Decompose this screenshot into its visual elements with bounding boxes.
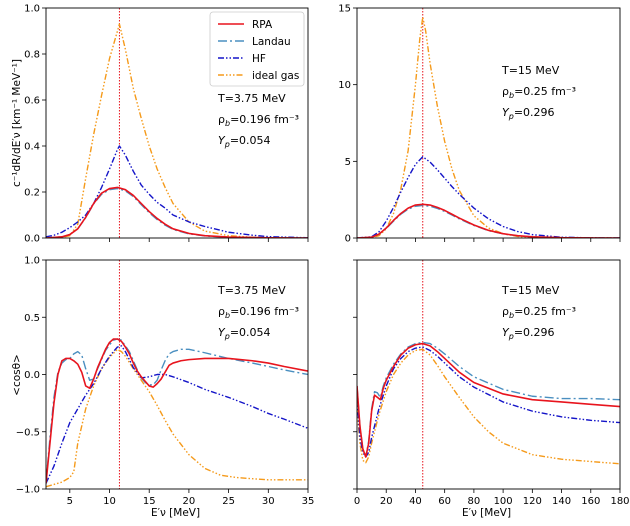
legend-label-hf: HF xyxy=(252,53,266,65)
annotation-line: T=3.75 MeV xyxy=(217,284,286,297)
panel-p11: 0 20 40 60 80 100 120 140 160 180 T=15 MeV ρb=0.25 … xyxy=(353,259,630,507)
annotation-line: ρb=0.25 fm⁻³ xyxy=(502,85,576,100)
series-hf xyxy=(46,145,308,238)
annotation-line: T=3.75 MeV xyxy=(217,92,286,105)
series-hf xyxy=(357,156,620,238)
x-tick-label: 160 xyxy=(581,496,600,507)
series-ideal-gas xyxy=(46,348,308,488)
x-tick-label: 20 xyxy=(380,496,393,507)
panel-p00: 0.0 0.2 0.4 0.6 0.8 1.0 T=3.75 MeV ρb=0.196 fm⁻… xyxy=(24,4,309,245)
y-tick-label: 0.2 xyxy=(24,188,40,199)
series-rpa xyxy=(46,186,308,238)
series-ideal-gas xyxy=(357,348,620,465)
series-hf xyxy=(46,345,308,484)
x-tick-label: 60 xyxy=(438,496,451,507)
axes-frame xyxy=(356,259,621,490)
y-tick-label: 0.8 xyxy=(24,50,40,61)
y-tick-label: 1.0 xyxy=(24,256,40,267)
panel-p01: 0 5 10 15 T=15 MeV ρb=0.25 fm⁻³ Yp=0.296 xyxy=(338,4,621,245)
axes-frame xyxy=(356,7,621,239)
annotation-line: Yp=0.296 xyxy=(502,326,555,341)
y-label-bottom: <cosθ> xyxy=(11,354,23,396)
y-tick-label: −0.5 xyxy=(16,427,40,438)
annotation-line: ρb=0.196 fm⁻³ xyxy=(218,113,299,128)
y-tick-label: 0.0 xyxy=(24,234,40,245)
legend-label-ideal: ideal gas xyxy=(252,70,299,82)
y-tick-label: 0.0 xyxy=(24,370,40,381)
annotation-line: Yp=0.054 xyxy=(218,134,271,149)
x-tick-label: 15 xyxy=(143,496,156,507)
annotation-line: ρb=0.196 fm⁻³ xyxy=(218,305,299,320)
annotation-line: T=15 MeV xyxy=(501,284,560,297)
axes-frame xyxy=(45,7,309,239)
annotation-line: Yp=0.296 xyxy=(502,106,555,121)
y-tick-label: 0 xyxy=(345,234,351,245)
y-tick-label: 10 xyxy=(338,80,351,91)
series-rpa xyxy=(46,338,308,484)
series-ideal-gas xyxy=(357,16,620,238)
x-tick-label: 40 xyxy=(409,496,422,507)
legend-label-landau: Landau xyxy=(252,36,291,48)
x-tick-label: 35 xyxy=(302,496,315,507)
x-tick-label: 30 xyxy=(262,496,275,507)
x-tick-label: 100 xyxy=(494,496,513,507)
x-label-right: E′ν [MeV] xyxy=(462,507,511,519)
series-ideal-gas xyxy=(46,23,308,238)
x-tick-label: 0 xyxy=(354,496,360,507)
x-tick-label: 180 xyxy=(610,496,629,507)
series-hf xyxy=(357,346,620,458)
x-tick-label: 120 xyxy=(523,496,542,507)
y-tick-label: 0.5 xyxy=(24,313,40,324)
x-tick-label: 80 xyxy=(468,496,481,507)
x-tick-label: 5 xyxy=(67,496,73,507)
series-rpa xyxy=(357,203,620,238)
y-tick-label: 15 xyxy=(338,4,351,15)
y-tick-label: 0.4 xyxy=(24,142,40,153)
x-label-left: E′ν [MeV] xyxy=(151,507,200,519)
y-label-top: c⁻¹dR/dE′ν [km⁻¹ MeV⁻¹] xyxy=(11,59,23,187)
x-tick-label: 20 xyxy=(183,496,196,507)
series-landau xyxy=(357,204,620,238)
legend: RPA Landau HF ideal gas xyxy=(209,11,305,87)
annotation-line: ρb=0.25 fm⁻³ xyxy=(502,305,576,320)
y-tick-label: −1.0 xyxy=(16,485,40,496)
y-tick-label: 0.6 xyxy=(24,96,40,107)
series-rpa xyxy=(357,342,620,458)
x-tick-label: 140 xyxy=(552,496,571,507)
axes-frame xyxy=(45,259,309,490)
series-landau xyxy=(357,341,620,458)
y-tick-label: 1.0 xyxy=(24,4,40,15)
panel-p10: 5 10 15 20 25 30 35 −1.0 −0.5 0.0 0.5 1.0 T=3.75 MeV… xyxy=(16,256,315,508)
annotation-line: T=15 MeV xyxy=(501,64,560,77)
legend-box xyxy=(209,11,305,87)
x-tick-label: 10 xyxy=(103,496,116,507)
legend-label-rpa: RPA xyxy=(252,19,273,31)
annotation-line: Yp=0.054 xyxy=(218,326,271,341)
x-tick-label: 25 xyxy=(222,496,235,507)
y-tick-label: 5 xyxy=(345,157,351,168)
